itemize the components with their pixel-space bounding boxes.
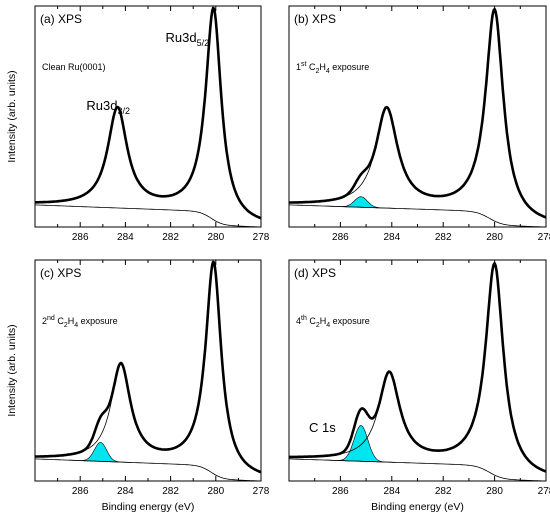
y-axis-label: Intensity (arb. units) bbox=[6, 70, 18, 162]
y-axis-label: Intensity (arb. units) bbox=[6, 324, 18, 416]
exposure-annotation: 2nd C2H4 exposure bbox=[42, 315, 118, 329]
x-tick-label: 286 bbox=[332, 232, 349, 243]
panel-label: (b) XPS bbox=[294, 12, 336, 26]
exposure-annotation: 1st C2H4 exposure bbox=[296, 61, 369, 75]
x-tick-label: 284 bbox=[383, 486, 400, 497]
x-tick-label: 280 bbox=[486, 232, 503, 243]
exposure-annotation: Clean Ru(0001) bbox=[42, 62, 106, 72]
x-tick-label: 278 bbox=[538, 486, 550, 497]
x-tick-label: 280 bbox=[207, 232, 224, 243]
xps-data-line bbox=[288, 262, 547, 473]
x-tick-label: 282 bbox=[162, 232, 179, 243]
x-axis-label: Binding energy (eV) bbox=[102, 501, 195, 513]
background-line bbox=[289, 458, 546, 482]
x-tick-label: 280 bbox=[207, 486, 224, 497]
x-tick-label: 278 bbox=[253, 232, 270, 243]
ru3d32-label: Ru3d3/2 bbox=[86, 98, 130, 116]
x-axis-label: Binding energy (eV) bbox=[371, 501, 464, 513]
plot-frame bbox=[34, 259, 262, 482]
background-line bbox=[35, 458, 261, 482]
plot-frame bbox=[288, 5, 547, 228]
background-line bbox=[289, 204, 546, 228]
x-tick-label: 286 bbox=[72, 486, 89, 497]
panel-b: 286 284 282 280 278 (b) XPS 1st C2H4 exposure bbox=[288, 5, 550, 243]
x-tick-label: 282 bbox=[435, 232, 452, 243]
xps-data-line bbox=[288, 7, 547, 219]
x-tick-label: 282 bbox=[435, 486, 452, 497]
ru-fit-line bbox=[289, 8, 547, 218]
plot-frame bbox=[288, 259, 547, 482]
ru-fit-line bbox=[289, 262, 547, 472]
panel-label: (d) XPS bbox=[294, 266, 336, 280]
ru-fit-line bbox=[35, 7, 262, 219]
panel-a: 286 284 282 280 278 (a) XPS Clean Ru(0001) Ru3d… bbox=[6, 5, 270, 243]
x-tick-label: 284 bbox=[117, 232, 134, 243]
x-tick-label: 286 bbox=[72, 232, 89, 243]
background-line bbox=[35, 204, 261, 228]
panel-d: 286 284 282 280 278 (d) XPS 4th C2H4 exposure C… bbox=[288, 259, 550, 513]
x-tick-label: 278 bbox=[538, 232, 550, 243]
x-tick-label: 278 bbox=[253, 486, 270, 497]
xps-data-line bbox=[34, 260, 262, 474]
ru-fit-line bbox=[35, 261, 262, 473]
x-tick-label: 282 bbox=[162, 486, 179, 497]
x-tick-label: 284 bbox=[117, 486, 134, 497]
x-tick-label: 280 bbox=[486, 486, 503, 497]
ru3d52-label: Ru3d5/2 bbox=[166, 30, 210, 48]
c1s-label: C 1s bbox=[309, 420, 336, 435]
x-tick-label: 286 bbox=[332, 486, 349, 497]
xps-data-line bbox=[34, 6, 262, 220]
panel-label: (a) XPS bbox=[40, 12, 82, 26]
panel-c: 286 284 282 280 278 (c) XPS 2nd C2H4 exposure I… bbox=[6, 259, 270, 513]
x-tick-label: 284 bbox=[383, 232, 400, 243]
panel-label: (c) XPS bbox=[40, 266, 81, 280]
exposure-annotation: 4th C2H4 exposure bbox=[296, 315, 370, 329]
plot-frame bbox=[34, 5, 262, 228]
